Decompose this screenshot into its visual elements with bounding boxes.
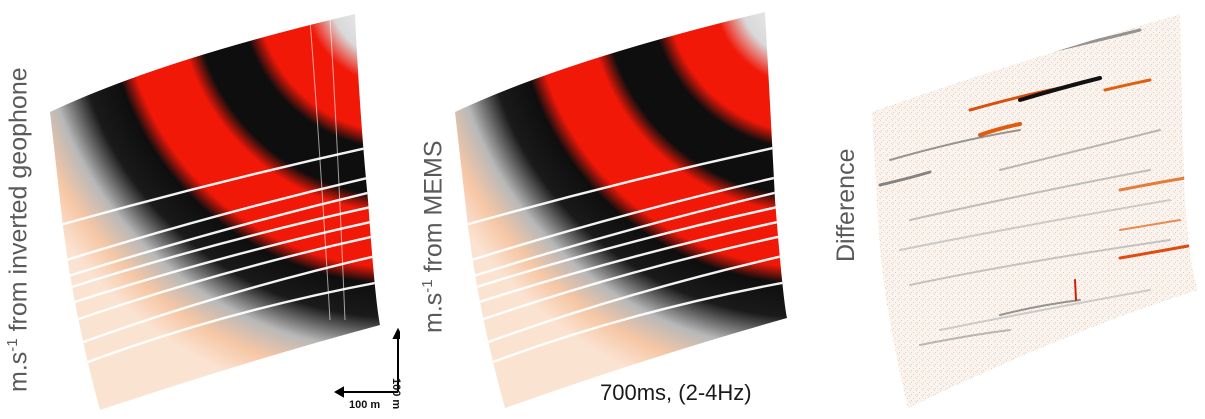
wavefield-image-mems: [455, 12, 787, 408]
scale-bar: [333, 327, 400, 398]
difference-image: [872, 14, 1198, 408]
panel-inverted-geophone: m.s-1 from inverted geophone: [0, 0, 402, 419]
wavefield-image-geophone: [50, 14, 380, 410]
scale-bar-vertical-label: 100 m: [390, 378, 402, 410]
scale-bar-horizontal-label: 100 m: [349, 399, 381, 411]
panel-mems: m.s-1 from MEMS: [415, 0, 815, 419]
caption-time-frequency: 700ms, (2-4Hz): [600, 380, 752, 405]
panel-difference: Difference: [820, 0, 1205, 419]
